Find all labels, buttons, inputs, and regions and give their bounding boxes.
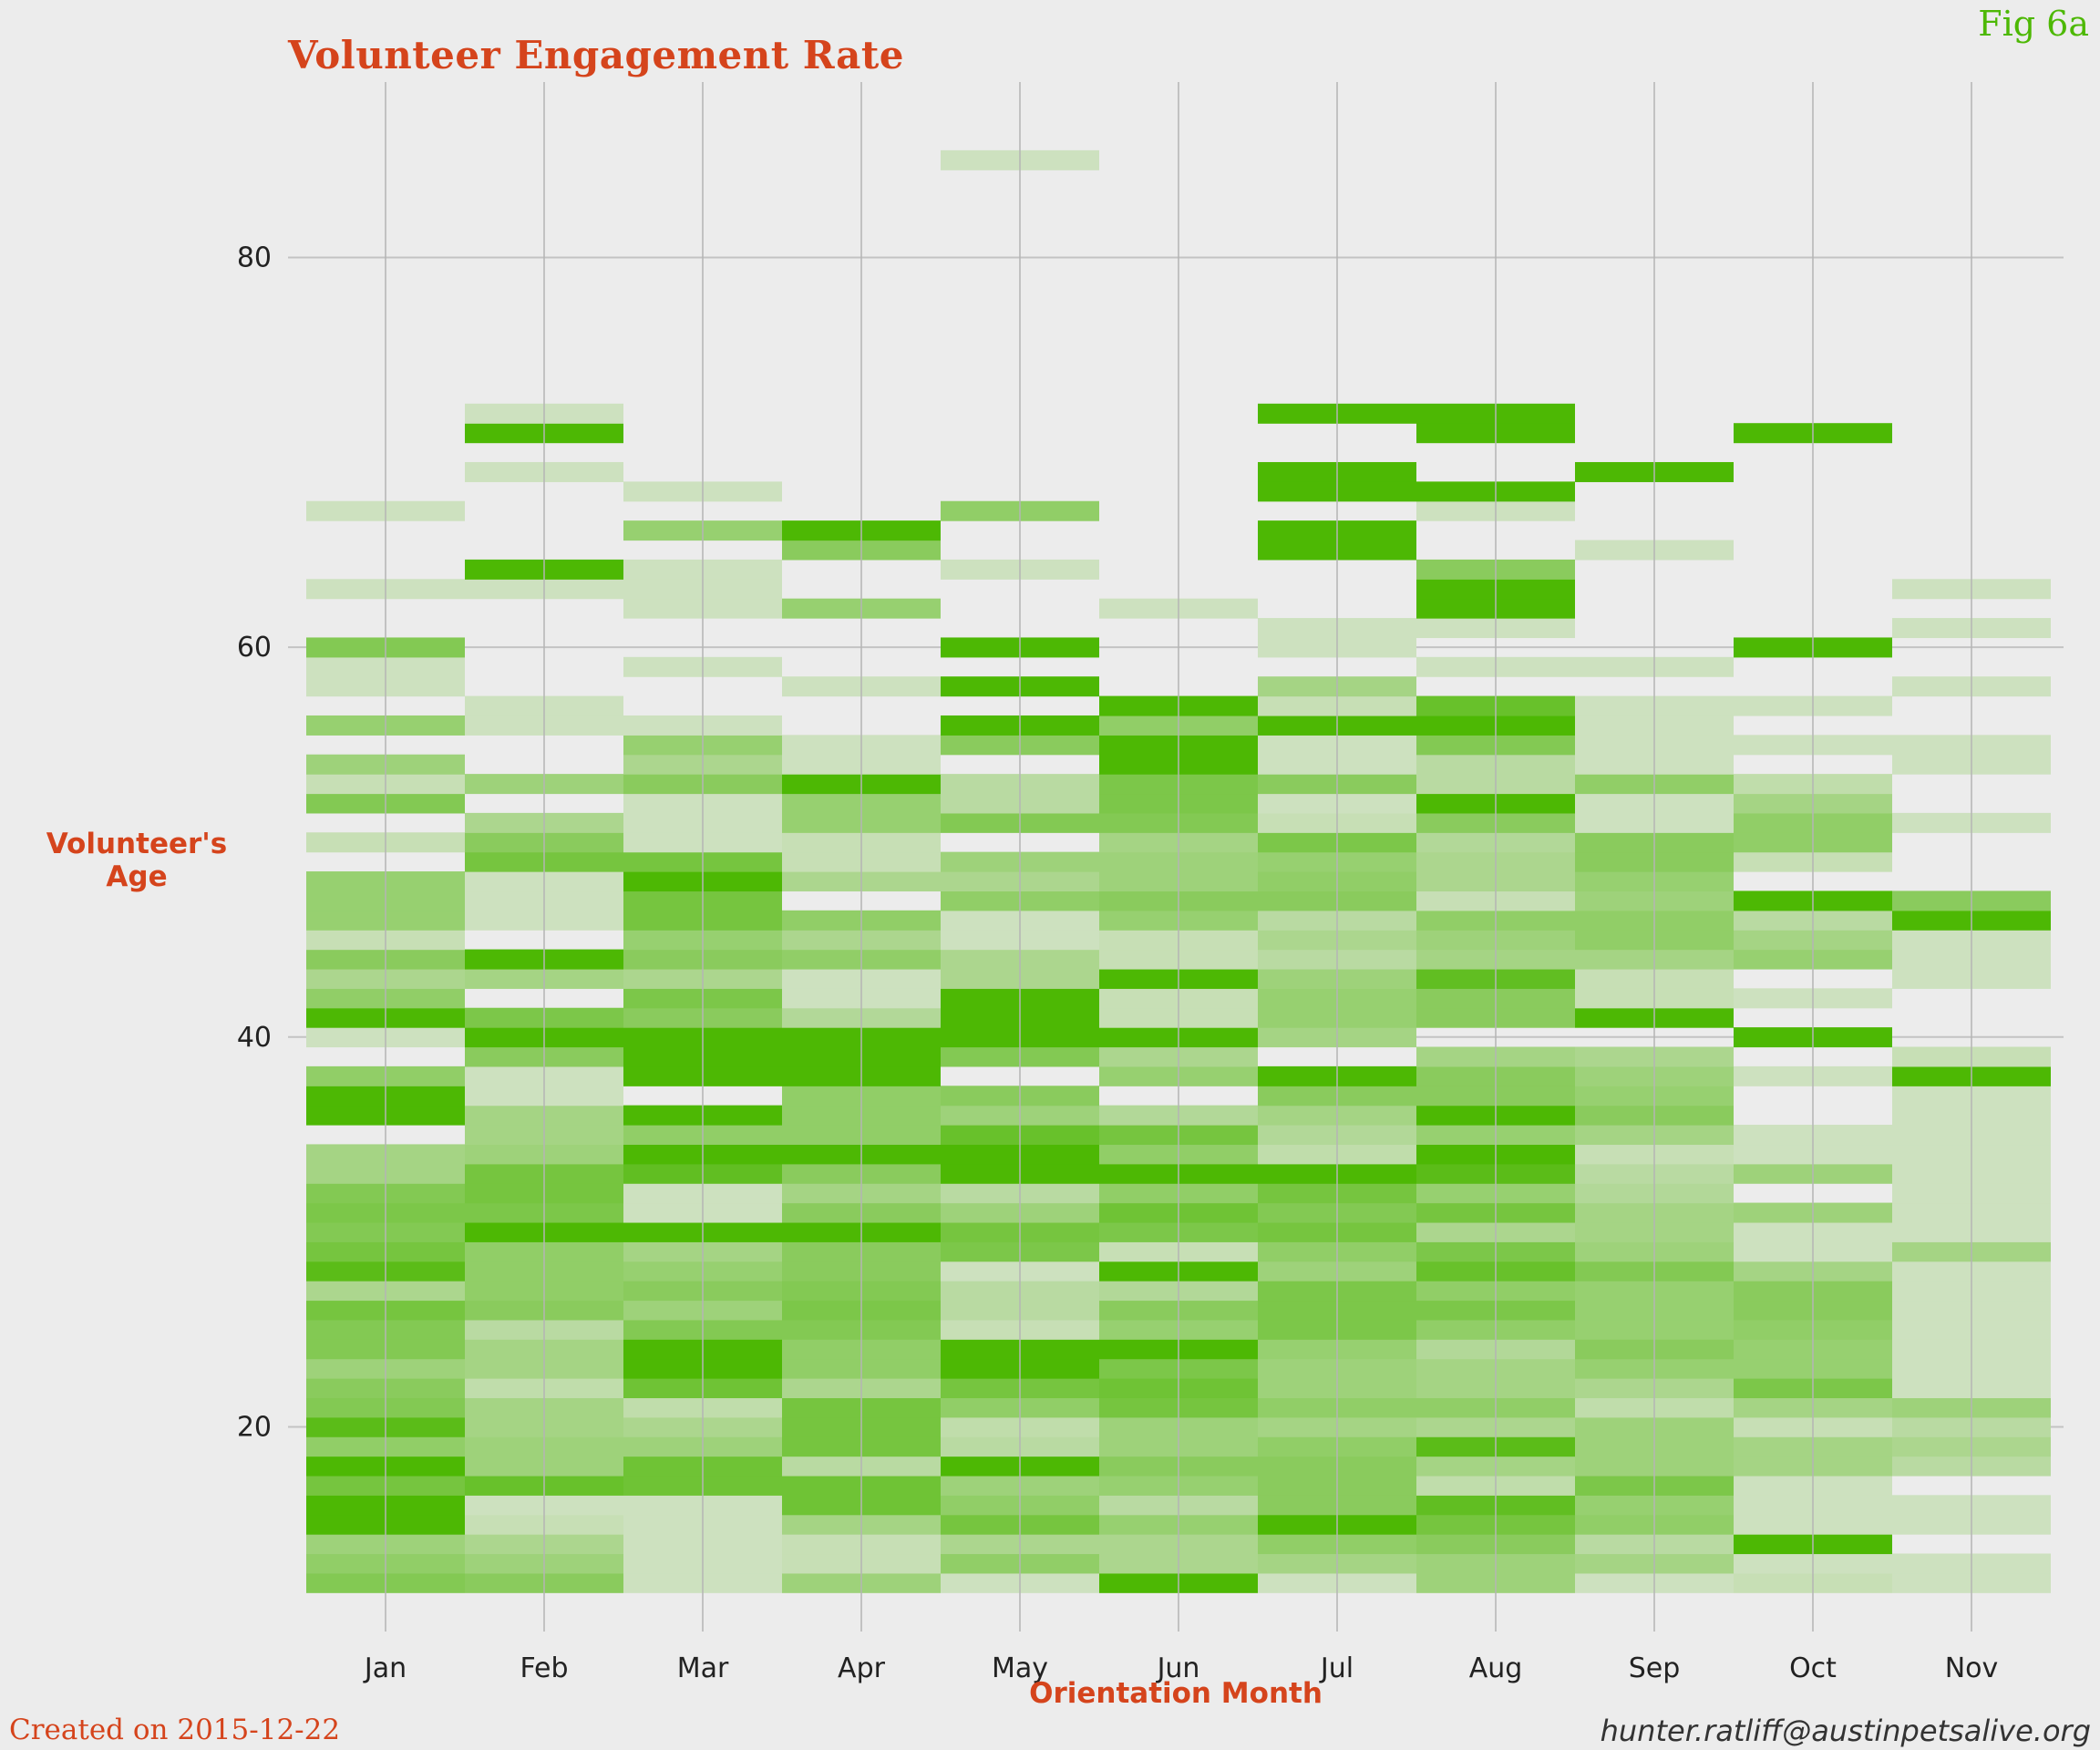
author-email: hunter.ratliff@austinpetsalive.org [1600,1714,2091,1748]
x-tick-label: Nov [1945,1652,1999,1684]
axis-ticks: 20 40 60 80 Jan Feb Mar Apr May Jun Jul Aug Sep Oct No… [237,242,1998,1684]
x-tick-label: Jan [363,1652,407,1684]
x-tick-label: May [992,1652,1048,1684]
y-tick-label: 20 [237,1411,272,1443]
x-tick-label: Sep [1629,1652,1681,1684]
x-tick-label: Jul [1319,1652,1354,1684]
chart-title: Volunteer Engagement Rate [288,33,905,77]
x-tick-label: Oct [1789,1652,1837,1684]
figure-label: Fig 6a [1978,4,2089,44]
vertical-grid-lines [385,82,1972,1632]
x-tick-label: Aug [1469,1652,1523,1684]
x-tick-label: Jun [1156,1652,1200,1684]
heatmap-cells [306,149,2051,1593]
x-tick-label: Apr [838,1652,886,1684]
y-tick-label: 80 [237,242,272,273]
x-tick-label: Mar [677,1652,729,1684]
x-axis-label: Orientation Month [1029,1677,1323,1710]
y-axis-label: Volunteer's Age [46,828,228,893]
y-tick-label: 40 [237,1022,272,1054]
created-date: Created on 2015-12-22 [9,1714,341,1746]
x-tick-label: Feb [520,1652,568,1684]
y-tick-label: 60 [237,632,272,664]
